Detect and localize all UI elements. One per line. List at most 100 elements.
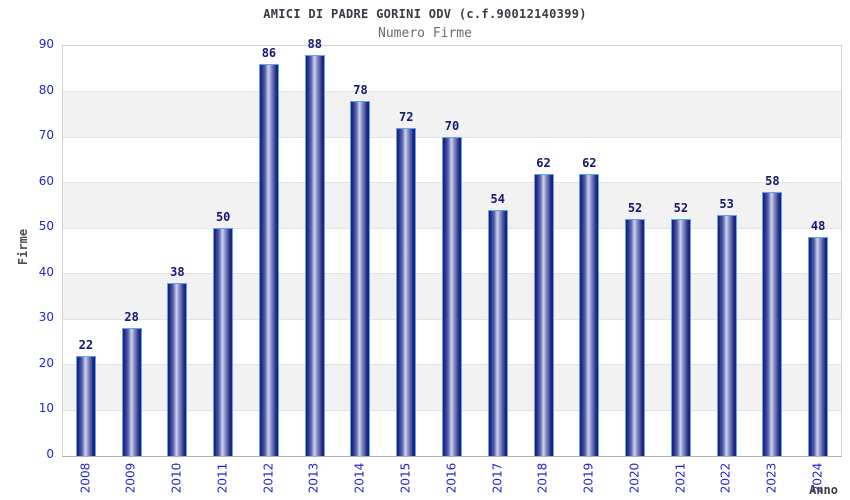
bar-value-label: 58 [765, 173, 780, 188]
band [63, 91, 841, 138]
x-tick-slot: 2012 [245, 458, 291, 498]
y-tick-label: 0 [46, 447, 54, 461]
bar-value-label: 78 [353, 82, 368, 97]
bar [442, 137, 462, 456]
x-tick-label: 2010 [169, 462, 184, 494]
x-tick-slot: 2016 [428, 458, 474, 498]
bar-slot: 86 [246, 46, 292, 456]
x-tick-slot: 2020 [611, 458, 657, 498]
bar-slot: 62 [521, 46, 567, 456]
x-tick-label: 2008 [77, 462, 92, 494]
bar [487, 210, 508, 456]
bar-slot: 48 [795, 46, 841, 456]
bar-slot: 50 [200, 46, 246, 456]
bar [167, 282, 188, 456]
x-tick-label: 2012 [260, 462, 275, 494]
bar [808, 237, 829, 456]
bar-slot: 88 [292, 37, 338, 456]
bar-value-label: 62 [536, 155, 551, 170]
bar-value-label: 54 [490, 192, 505, 206]
y-tick-label: 20 [38, 355, 54, 370]
bar [258, 64, 279, 456]
x-tick-slot: 2008 [62, 458, 108, 498]
bar-slot: 62 [566, 46, 612, 456]
bar-value-label: 38 [170, 264, 185, 279]
bar [121, 328, 142, 456]
x-tick-label: 2022 [718, 462, 733, 494]
chart-title: AMICI DI PADRE GORINI ODV (c.f.900121403… [263, 7, 587, 21]
x-tick-label: 2021 [672, 462, 687, 494]
bar-value-label: 52 [673, 201, 689, 216]
bar-slot: 54 [475, 46, 521, 456]
bar-value-label: 53 [719, 196, 734, 211]
bar-value-label: 70 [444, 119, 460, 134]
bar [350, 100, 371, 456]
x-tick-slot: 2018 [520, 458, 566, 498]
bar-value-label: 88 [307, 37, 322, 52]
x-tick-slot: 2010 [154, 458, 200, 498]
bar-slot: 53 [704, 46, 750, 456]
bar-value-label: 52 [627, 201, 643, 216]
bar-value-label: 48 [810, 219, 826, 234]
bar [762, 191, 783, 456]
x-tick-label: 2023 [764, 462, 779, 494]
bar-slot: 70 [429, 46, 475, 456]
bar [213, 228, 234, 456]
y-tick-label: 60 [38, 173, 54, 188]
x-tick-label: 2011 [215, 462, 230, 494]
bar [396, 128, 417, 456]
bar-slot: 58 [749, 46, 795, 456]
bar [75, 355, 96, 456]
x-tick-slot: 2021 [657, 458, 703, 498]
y-tick-label: 30 [38, 310, 54, 325]
x-axis-label: Anno [809, 483, 838, 497]
bar-slot: 38 [155, 46, 201, 456]
x-tick-slot: 2017 [474, 458, 520, 498]
chart-subtitle: Numero Firme [378, 26, 472, 41]
x-tick-slot: 2015 [382, 458, 428, 498]
bar-slot: 78 [338, 46, 384, 456]
x-tick-label: 2015 [398, 462, 413, 494]
plot-area: 22 28 38 50 86 88 78 72 70 54 62 62 52 52 53 58 48 [62, 37, 842, 457]
bar-value-label: 86 [261, 46, 277, 61]
y-tick-label: 50 [38, 219, 54, 234]
x-tick-label: 2013 [306, 462, 321, 494]
x-tick-slot: 2014 [337, 458, 383, 498]
x-tick-label: 2016 [444, 462, 459, 494]
bar-value-label: 28 [124, 310, 139, 325]
x-tick-label: 2018 [535, 462, 550, 494]
bar-slot: 52 [658, 46, 704, 456]
x-tick-slot: 2022 [703, 458, 749, 498]
y-axis-label: Firme [16, 228, 30, 266]
x-tick-label: 2020 [627, 462, 642, 494]
x-tick-slot: 2019 [565, 458, 611, 498]
bar-value-label: 22 [78, 337, 94, 352]
y-tick-label: 40 [38, 264, 54, 279]
bar [625, 219, 646, 456]
y-tick-label: 10 [38, 401, 54, 416]
bar [579, 173, 600, 456]
bar-slot: 52 [612, 46, 658, 456]
bar-value-label: 62 [582, 155, 597, 170]
gridline [63, 136, 841, 138]
x-tick-slot: 2023 [748, 458, 794, 498]
x-tick-label: 2017 [489, 462, 504, 494]
y-tick-label: 90 [38, 37, 54, 51]
x-tick-slot: 2011 [199, 458, 245, 498]
bar-value-label: 50 [215, 210, 231, 225]
x-tick-slot: 2009 [108, 458, 154, 498]
bar-value-label: 72 [399, 110, 414, 124]
y-tick-label: 80 [38, 82, 54, 97]
bar [304, 55, 325, 456]
x-tick-label: 2019 [581, 462, 596, 494]
bar [716, 214, 737, 456]
bar-slot: 72 [383, 46, 429, 456]
bar [533, 173, 554, 456]
x-axis-ticks: 2008 2009 2010 2011 2012 2013 2014 2015 2016 2017… [62, 458, 840, 498]
bar-slot: 28 [109, 46, 155, 456]
x-tick-label: 2009 [123, 462, 138, 494]
bar [670, 219, 691, 456]
y-tick-label: 70 [38, 128, 54, 143]
x-tick-slot: 2013 [291, 458, 337, 498]
